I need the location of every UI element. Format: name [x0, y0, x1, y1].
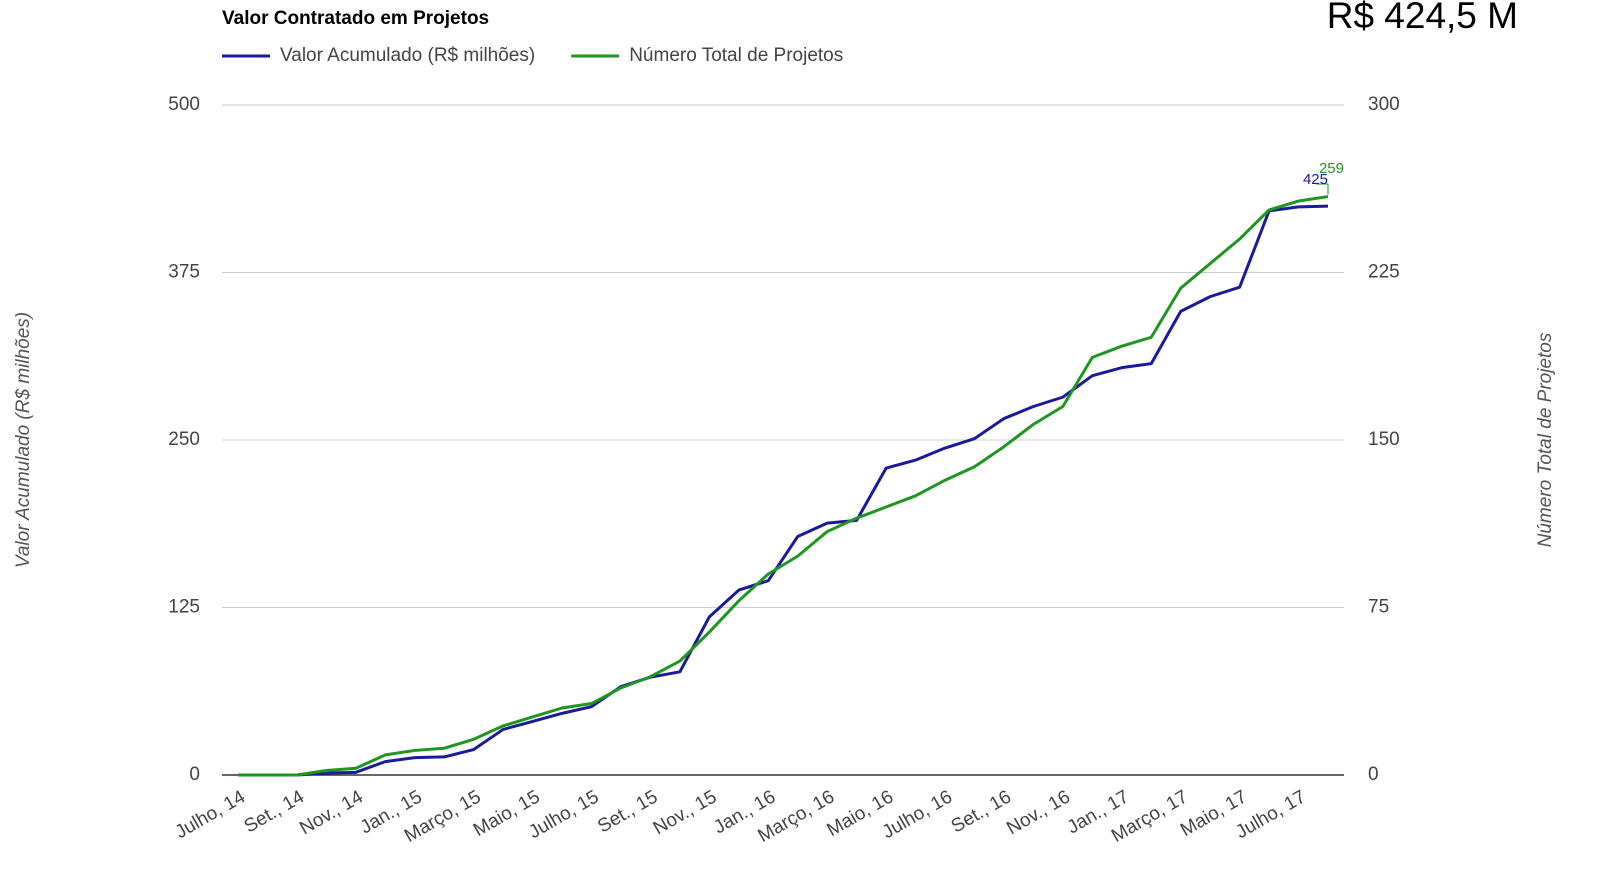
series-line: [238, 195, 1329, 777]
y2-axis-title: Número Total de Projetos: [1535, 332, 1556, 547]
y-axis-title: Valor Acumulado (R$ milhões): [13, 312, 34, 568]
x-tick-label: Julho, 14: [172, 786, 250, 843]
x-tick-label: Set., 14: [241, 786, 309, 837]
x-tick-label: Nov., 14: [296, 786, 367, 839]
series-line: [238, 204, 1329, 777]
data-label: 425: [1303, 171, 1328, 188]
data-label: 259: [1319, 160, 1344, 177]
x-tick-label: Nov., 15: [650, 786, 721, 839]
legend-label: Número Total de Projetos: [629, 45, 843, 66]
y2-tick-label: 300: [1368, 94, 1400, 115]
y-tick-label: 375: [168, 262, 200, 283]
chart-title: Valor Contratado em Projetos: [222, 8, 489, 29]
y-tick-label: 500: [168, 94, 200, 115]
y-tick-label: 250: [168, 429, 200, 450]
y-tick-label: 125: [168, 597, 200, 618]
y-tick-label: 0: [189, 764, 200, 785]
x-tick-label: Nov., 16: [1003, 786, 1074, 839]
y2-tick-label: 75: [1368, 597, 1389, 618]
y2-tick-label: 0: [1368, 764, 1379, 785]
y2-tick-label: 225: [1368, 262, 1400, 283]
x-tick-label: Set., 15: [594, 786, 661, 837]
y2-tick-label: 150: [1368, 429, 1400, 450]
x-tick-label: Set., 16: [948, 786, 1015, 837]
headline: R$ 424,5 M: [1327, 0, 1518, 36]
legend-label: Valor Acumulado (R$ milhões): [280, 45, 535, 66]
label-connector: [1316, 183, 1329, 195]
